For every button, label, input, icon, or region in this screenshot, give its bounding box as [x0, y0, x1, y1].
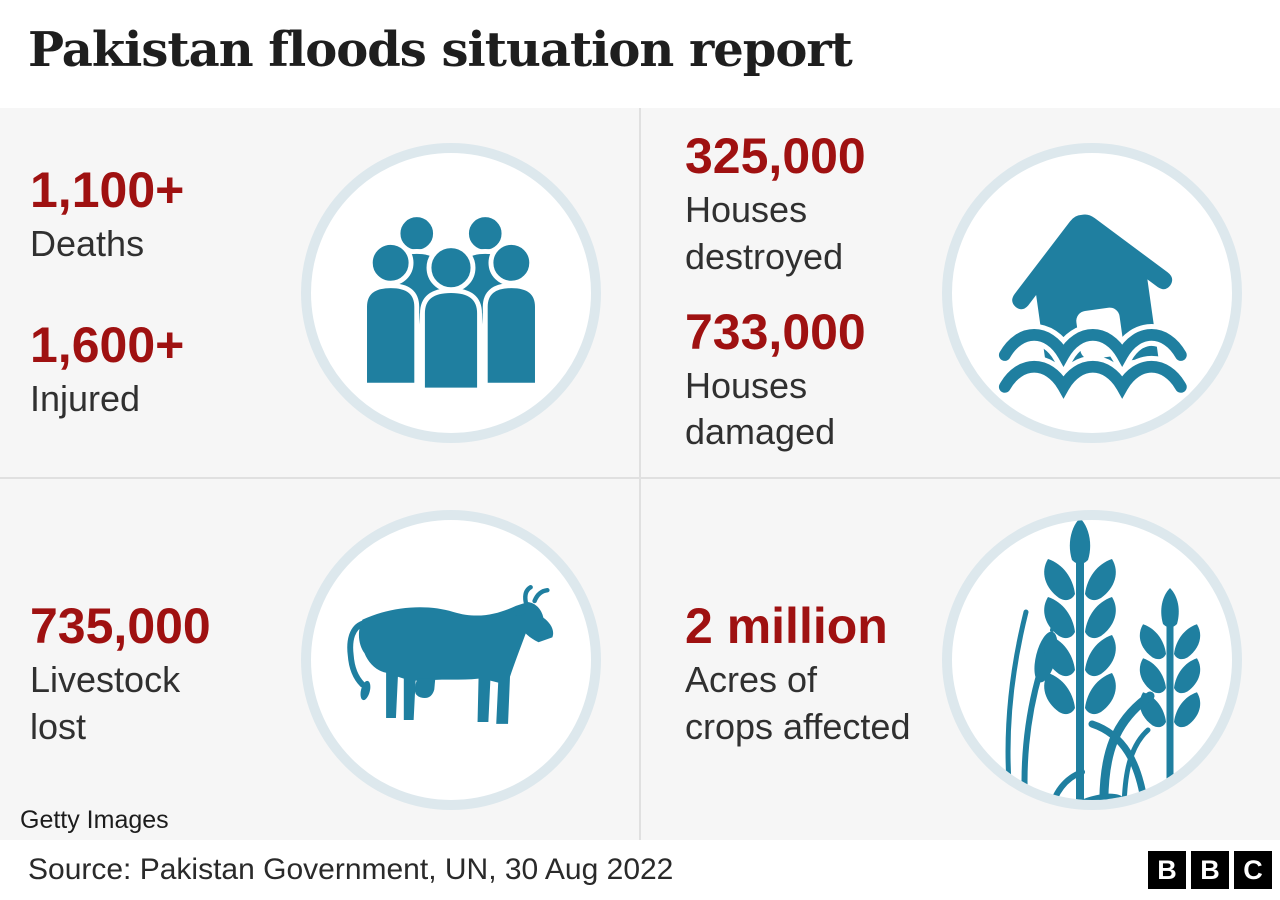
panel-houses: 325,000 Houses destroyed 733,000 Houses … — [641, 108, 1280, 477]
panel-casualties: 1,100+ Deaths 1,600+ Injured — [0, 108, 639, 477]
people-group-icon — [301, 142, 601, 443]
stat-injured: 1,600+ Injured — [30, 318, 184, 423]
flooded-house-icon — [942, 142, 1242, 443]
livestock-label: Livestock lost — [30, 658, 181, 747]
bbc-logo-block-c: C — [1234, 851, 1272, 889]
deaths-value: 1,100+ — [30, 161, 185, 218]
bbc-logo-block-b2: B — [1191, 851, 1229, 889]
stat-deaths: 1,100+ Deaths — [30, 163, 184, 268]
bbc-logo: B B C — [1148, 851, 1272, 889]
crops-text: 2 million Acres of crops affected — [641, 569, 910, 751]
houses-destroyed-label: Houses destroyed — [685, 188, 844, 277]
wheat-crops-svg — [1005, 519, 1229, 800]
header: Pakistan floods situation report — [0, 0, 1280, 108]
stat-livestock: 735,000 Livestock lost — [30, 599, 211, 751]
houses-damaged-value: 733,000 — [685, 303, 866, 360]
footer: Source: Pakistan Government, UN, 30 Aug … — [0, 840, 1280, 900]
cow-icon — [301, 509, 601, 810]
cow-svg — [347, 584, 554, 724]
stats-grid: 1,100+ Deaths 1,600+ Injured — [0, 108, 1280, 840]
injured-label: Injured — [30, 377, 141, 419]
stat-houses-destroyed: 325,000 Houses destroyed — [685, 129, 866, 281]
flooded-house-svg — [993, 213, 1192, 402]
stat-crops: 2 million Acres of crops affected — [685, 599, 910, 751]
source-text: Source: Pakistan Government, UN, 30 Aug … — [28, 853, 674, 886]
stat-houses-damaged: 733,000 Houses damaged — [685, 305, 866, 457]
people-group-svg — [362, 211, 540, 392]
crops-value: 2 million — [685, 597, 888, 654]
houses-destroyed-value: 325,000 — [685, 127, 866, 184]
houses-text: 325,000 Houses destroyed 733,000 Houses … — [641, 129, 866, 456]
wheat-crops-icon — [942, 509, 1242, 810]
crops-label: Acres of crops affected — [685, 658, 911, 747]
bbc-logo-block-b1: B — [1148, 851, 1186, 889]
livestock-text: 735,000 Livestock lost — [0, 569, 211, 751]
injured-value: 1,600+ — [30, 316, 185, 373]
image-credit: Getty Images — [20, 806, 169, 834]
deaths-label: Deaths — [30, 222, 145, 264]
livestock-value: 735,000 — [30, 597, 211, 654]
panel-livestock: 735,000 Livestock lost Getty Images — [0, 479, 639, 840]
casualties-text: 1,100+ Deaths 1,600+ Injured — [0, 163, 184, 423]
houses-damaged-label: Houses damaged — [685, 364, 836, 453]
page-title: Pakistan floods situation report — [28, 22, 853, 78]
panel-crops: 2 million Acres of crops affected — [641, 479, 1280, 840]
